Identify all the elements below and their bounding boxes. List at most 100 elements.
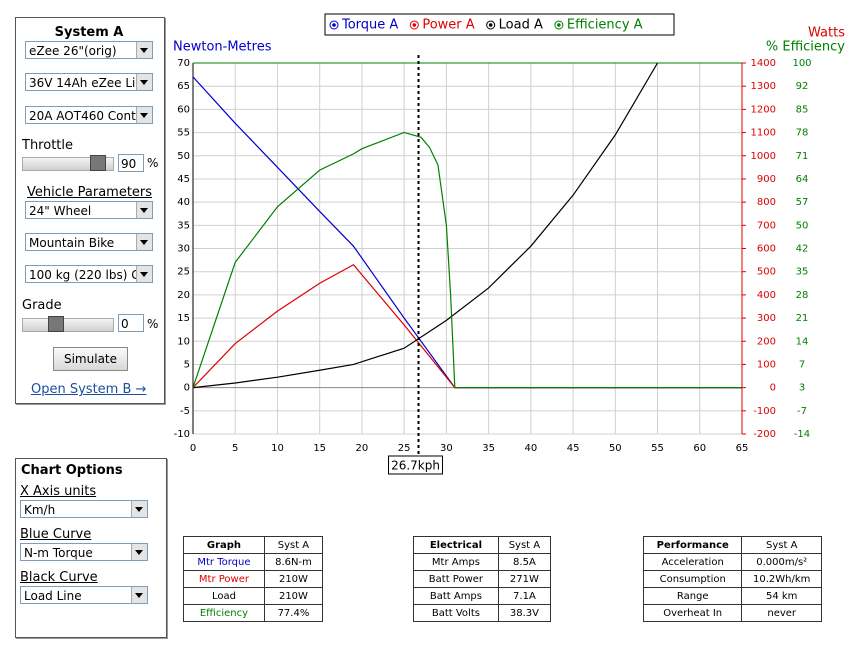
y2-tick-label: -100	[753, 406, 776, 417]
y2-tick-label: -200	[753, 429, 776, 440]
y3-tick-label: 21	[796, 313, 809, 324]
panel-title: System A	[54, 25, 124, 40]
x-tick-label: 25	[398, 443, 411, 454]
table-cell: Load	[183, 587, 265, 605]
y3-tick-label: 14	[796, 336, 809, 347]
y2-tick-label: 1100	[751, 128, 776, 139]
legend-label: Torque A	[341, 18, 398, 33]
y3-tick-label: 64	[796, 174, 809, 185]
y2-tick-label: 1300	[751, 81, 776, 92]
table-cell: Efficiency	[183, 604, 265, 622]
y-tick-label: 60	[177, 104, 190, 115]
legend-dot	[332, 23, 336, 27]
panel-title: Chart Options	[21, 463, 123, 478]
y2-tick-label: 100	[757, 359, 776, 370]
table-cell: 7.1A	[497, 587, 552, 605]
legend-label: Load A	[499, 18, 543, 33]
grade-slider[interactable]	[22, 318, 114, 332]
table-cell: Syst A	[263, 536, 324, 554]
performance-table: Performance Syst A Acceleration 0.000m/s² Co…	[642, 536, 822, 622]
series-line	[193, 63, 659, 389]
table-cell: Overheat In	[642, 604, 743, 622]
table-cell: never	[741, 604, 822, 622]
y2-tick-label: 0	[770, 383, 776, 394]
legend-label: Efficiency A	[567, 18, 643, 33]
blue-curve-select[interactable]: N-m Torque	[20, 543, 148, 561]
x-tick-label: 55	[651, 443, 664, 454]
table-cell: 8.6N-m	[263, 553, 324, 571]
x-tick-label: 40	[524, 443, 537, 454]
y2-tick-label: 800	[757, 197, 776, 208]
table-row: Graph Syst A	[183, 536, 324, 554]
y3-tick-label: 71	[796, 151, 809, 162]
series-line	[193, 263, 742, 389]
table-cell: Consumption	[642, 570, 743, 588]
grade-input[interactable]: 0	[118, 314, 144, 332]
y3-tick-label: 57	[796, 197, 809, 208]
table-row: Electrical Syst A	[413, 536, 552, 554]
table-cell: Batt Power	[413, 570, 499, 588]
frame-select[interactable]: Mountain Bike	[25, 233, 153, 251]
y3-tick-label: 50	[796, 220, 809, 231]
chart-options-panel	[15, 458, 167, 638]
x-tick-label: 15	[313, 443, 326, 454]
slider-thumb[interactable]	[90, 155, 106, 171]
table-row: Load 210W	[183, 587, 324, 605]
y2-axis-label: Watts	[808, 26, 845, 41]
table-cell: Performance	[642, 536, 743, 554]
throttle-input[interactable]: 90	[118, 154, 144, 172]
table-row: Range 54 km	[642, 587, 822, 605]
y2-tick-label: 1000	[751, 151, 776, 162]
table-cell: 210W	[263, 570, 324, 588]
battery-select[interactable]: 36V 14Ah eZee Lil	[25, 73, 153, 91]
legend-dot	[412, 23, 417, 27]
y-tick-label: 45	[177, 174, 190, 185]
slider-thumb[interactable]	[48, 316, 64, 332]
x-units-select[interactable]: Km/h	[20, 500, 148, 518]
legend-label: Power A	[422, 18, 474, 33]
table-cell: Batt Amps	[413, 587, 499, 605]
motor-select[interactable]: eZee 26"(orig)	[25, 41, 153, 59]
legend-dot	[557, 23, 561, 27]
x-tick-label: 60	[693, 443, 706, 454]
y3-tick-label: 3	[799, 383, 805, 394]
table-cell: Syst A	[741, 536, 822, 554]
controller-select[interactable]: 20A AOT460 Cont	[25, 106, 153, 124]
table-cell: 10.2Wh/km	[741, 570, 822, 588]
y2-tick-label: 700	[757, 220, 776, 231]
y3-tick-label: 42	[796, 244, 809, 255]
x-tick-label: 50	[609, 443, 622, 454]
table-row: Overheat In never	[642, 604, 822, 622]
x-tick-label: 20	[356, 443, 369, 454]
wheel-select[interactable]: 24" Wheel	[25, 201, 153, 219]
cursor-label-box	[388, 455, 444, 475]
y-tick-label: -5	[180, 406, 190, 417]
x-tick-label: 5	[232, 443, 238, 454]
table-cell: 271W	[497, 570, 552, 588]
table-row: Mtr Amps 8.5A	[413, 553, 552, 571]
black-curve-select[interactable]: Load Line	[20, 586, 148, 604]
open-system-b-link[interactable]: Open System B →	[31, 382, 147, 397]
table-row: Efficiency 77.4%	[183, 604, 324, 622]
weight-select[interactable]: 100 kg (220 lbs) G	[25, 265, 153, 283]
table-cell: Electrical	[413, 536, 499, 554]
x-tick-label: 10	[271, 443, 284, 454]
table-cell: 210W	[263, 587, 324, 605]
y-tick-label: 40	[177, 197, 190, 208]
table-cell: 38.3V	[497, 604, 552, 622]
table-row: Mtr Torque 8.6N-m	[183, 553, 324, 571]
y3-tick-label: 85	[796, 104, 809, 115]
table-row: Batt Volts 38.3V	[413, 604, 552, 622]
x-tick-label: 30	[440, 443, 453, 454]
simulate-button[interactable]: Simulate	[53, 347, 128, 371]
y-axis-label: Newton-Metres	[173, 40, 272, 55]
table-row: Consumption 10.2Wh/km	[642, 570, 822, 588]
y-tick-label: -10	[174, 429, 190, 440]
y2-tick-label: 1400	[751, 58, 776, 69]
table-cell: 54 km	[741, 587, 822, 605]
y-tick-label: 70	[177, 58, 190, 69]
throttle-label: Throttle	[22, 138, 73, 153]
electrical-table: Electrical Syst A Mtr Amps 8.5A Batt Power 27…	[413, 536, 552, 622]
y2-tick-label: 500	[757, 267, 776, 278]
